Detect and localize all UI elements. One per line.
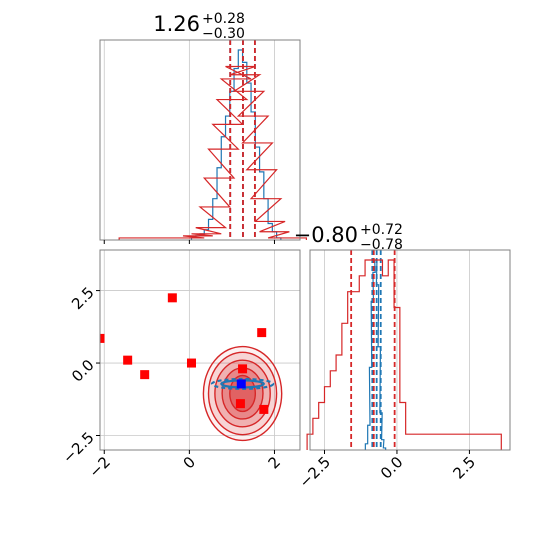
histogram-panel-param1: 1.26 +0.28 −0.30 xyxy=(99,11,307,244)
red-point-0 xyxy=(100,333,105,343)
param1-title: 1.26 xyxy=(153,12,200,36)
hist2-series-red xyxy=(306,259,502,450)
histogram-panel-param2: −0.80 +0.72 −0.78 −2.5 0.0 2.5 xyxy=(294,222,511,491)
axes-frame xyxy=(99,39,301,241)
red-point-1 xyxy=(123,355,133,365)
red-contour-level-2 xyxy=(214,359,271,428)
param1-title-sub: −0.30 xyxy=(202,26,245,42)
red-point-4 xyxy=(186,358,196,368)
blue-contour-level-1 xyxy=(210,377,275,390)
param2-title-sub: −0.78 xyxy=(360,237,403,253)
axes-frame xyxy=(99,249,301,451)
x-tick-label: 0 xyxy=(180,453,199,472)
axes-frame xyxy=(309,249,511,451)
red-point-2 xyxy=(140,370,150,380)
y-tick-label: 0.0 xyxy=(68,356,98,386)
blue-point xyxy=(236,379,246,389)
param2-title-sup: +0.72 xyxy=(360,222,403,238)
hist1-series-red xyxy=(118,65,307,240)
param1-title-value: 1.26 xyxy=(153,12,200,36)
x-tick-label: 2.5 xyxy=(449,453,479,483)
x-tick-label: −2.5 xyxy=(296,453,334,491)
scatter-plot-area xyxy=(100,250,300,450)
red-contour-level-3 xyxy=(207,351,278,436)
red-point-6 xyxy=(235,399,245,409)
red-point-5 xyxy=(238,364,248,374)
red-point-8 xyxy=(259,404,269,414)
red-point-7 xyxy=(257,328,267,338)
x-tick-label: 2 xyxy=(265,453,284,472)
x-tick-label: −2 xyxy=(86,453,114,481)
scatter-contour-panel: −2 0 2−2.50.02.5 xyxy=(59,249,301,481)
x-tick-label: 0.0 xyxy=(377,453,407,483)
red-point-3 xyxy=(167,293,177,303)
param1-title-sup: +0.28 xyxy=(202,11,245,27)
param2-title-value: −0.80 xyxy=(294,223,358,247)
hist2-series-blue xyxy=(364,259,387,450)
y-tick-label: 2.5 xyxy=(68,284,98,314)
